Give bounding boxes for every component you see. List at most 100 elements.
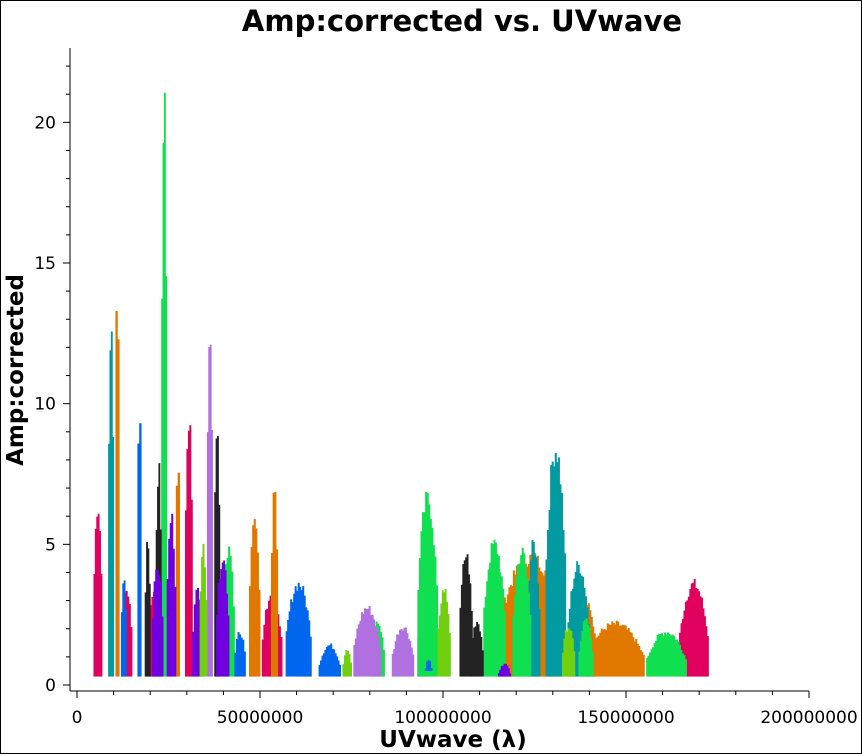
data-point [480, 636, 483, 677]
data-point [189, 425, 192, 677]
data-point [460, 584, 463, 677]
data-point [632, 637, 635, 677]
data-point [227, 615, 230, 677]
data-cluster [391, 627, 415, 677]
data-point [702, 608, 705, 677]
data-point [470, 648, 473, 677]
data-point [571, 588, 574, 677]
data-point [469, 583, 472, 677]
data-point [638, 645, 641, 677]
data-point [497, 673, 500, 677]
data-point [263, 624, 266, 677]
data-cluster [483, 539, 506, 677]
data-point [268, 600, 271, 677]
data-point [507, 668, 510, 677]
data-point [122, 583, 125, 677]
data-cluster [120, 580, 127, 677]
data-point [197, 587, 200, 677]
data-point [403, 627, 406, 677]
data-point [266, 608, 269, 677]
data-point [500, 576, 503, 677]
data-point [547, 529, 550, 677]
data-point [560, 492, 564, 677]
data-cluster [184, 425, 193, 677]
data-point [409, 641, 412, 677]
data-point [94, 528, 97, 677]
data-point [590, 638, 593, 677]
data-point [250, 547, 253, 677]
data-point [364, 608, 367, 677]
data-point [481, 650, 484, 677]
x-tick-label: 150000000 [577, 708, 674, 728]
data-point [532, 542, 535, 677]
data-point [162, 142, 165, 677]
data-point [431, 527, 434, 677]
data-point [199, 591, 202, 677]
data-point [531, 540, 534, 677]
data-point [158, 463, 161, 677]
data-cluster [561, 628, 576, 677]
data-cluster [512, 547, 532, 677]
data-point [617, 621, 620, 677]
data-point [658, 634, 661, 677]
data-point [574, 571, 577, 677]
data-point [470, 611, 473, 677]
data-point [647, 655, 650, 677]
data-point [220, 569, 223, 677]
data-point [487, 569, 490, 677]
data-point [356, 628, 359, 677]
data-point [290, 599, 293, 677]
data-point [465, 557, 468, 677]
data-point [580, 575, 583, 677]
data-point [466, 554, 469, 677]
data-point [428, 504, 431, 677]
data-point [659, 633, 662, 677]
data-point [689, 589, 692, 677]
data-point [296, 590, 299, 677]
data-point [680, 649, 683, 677]
x-tick-label: 0 [72, 708, 83, 728]
data-cluster [161, 92, 168, 677]
data-point [573, 578, 576, 677]
data-point [231, 571, 234, 677]
data-point [256, 552, 259, 677]
data-point [184, 510, 187, 677]
data-point [603, 629, 606, 677]
data-point [618, 625, 621, 677]
data-point [305, 607, 308, 677]
data-point [577, 564, 580, 677]
data-point [650, 649, 653, 677]
data-point [627, 627, 630, 677]
data-cluster [437, 588, 451, 677]
data-point [288, 611, 291, 677]
data-point [656, 634, 659, 677]
data-point [687, 596, 690, 677]
data-point [258, 589, 261, 677]
data-point [497, 555, 500, 677]
data-point [505, 602, 508, 677]
data-point [534, 554, 537, 677]
data-cluster [216, 560, 230, 677]
data-point [435, 585, 439, 677]
data-point [293, 593, 296, 677]
data-point [493, 539, 496, 677]
data-point [426, 492, 429, 677]
data-point [698, 591, 701, 677]
data-point [683, 610, 686, 677]
data-cluster [175, 472, 180, 677]
data-point [168, 538, 171, 677]
data-point [699, 596, 702, 677]
data-point [661, 633, 664, 677]
data-point [108, 443, 110, 677]
data-point [486, 581, 489, 677]
data-point [343, 655, 346, 677]
data-point [192, 631, 195, 677]
data-point [462, 564, 465, 677]
data-point [429, 661, 432, 671]
data-point [684, 659, 687, 677]
data-point [255, 528, 258, 677]
data-point [561, 652, 564, 677]
data-cluster [206, 344, 213, 677]
data-point [597, 635, 600, 677]
series-7 [152, 513, 512, 677]
